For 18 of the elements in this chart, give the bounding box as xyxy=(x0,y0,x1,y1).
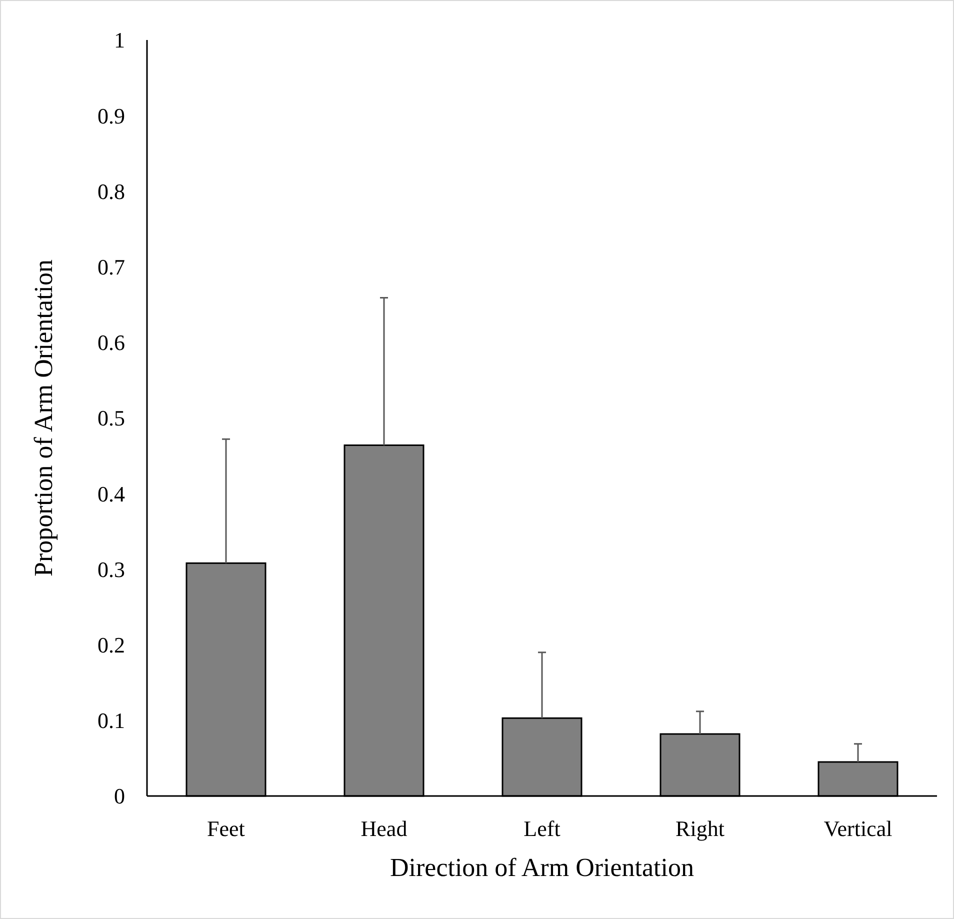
x-tick-label: Left xyxy=(524,816,560,841)
y-tick-label: 0.3 xyxy=(98,556,125,582)
y-tick-label: 1 xyxy=(114,28,125,53)
y-axis-title: Proportion of Arm Orientation xyxy=(29,259,58,577)
y-tick-label: 0.2 xyxy=(98,632,125,658)
y-tick-label: 0.1 xyxy=(98,708,125,734)
x-tick-label: Head xyxy=(360,816,408,841)
x-tick-label: Right xyxy=(676,816,724,841)
y-tick-label: 0.4 xyxy=(98,481,125,506)
x-axis-title: Direction of Arm Orientation xyxy=(390,853,694,882)
x-tick-label: Feet xyxy=(207,816,245,841)
y-tick-label: 0 xyxy=(114,784,125,809)
y-tick-label: 0.6 xyxy=(98,330,125,356)
x-tick-label: Vertical xyxy=(824,816,892,841)
y-tick-label: 0.8 xyxy=(98,178,125,204)
y-tick-label: 0.9 xyxy=(98,103,125,128)
y-tick-label: 0.7 xyxy=(98,254,125,280)
y-tick-label: 0.5 xyxy=(98,406,125,431)
